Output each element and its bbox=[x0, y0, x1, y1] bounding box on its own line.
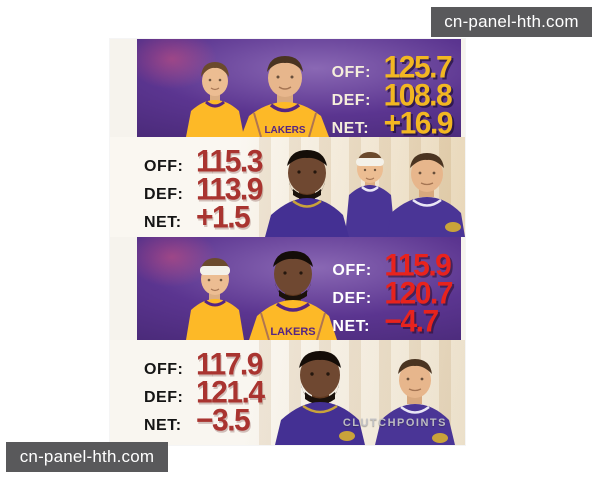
stat-label: OFF: bbox=[144, 158, 184, 175]
stat-row-net: NET: −4.7 bbox=[332, 304, 452, 339]
stat-row-off: OFF: 117.9 bbox=[144, 347, 264, 382]
player-austin-reaves bbox=[186, 258, 244, 340]
stat-value: 115.9 bbox=[384, 248, 451, 283]
stat-label: NET: bbox=[144, 214, 182, 231]
stat-label: DEF: bbox=[144, 389, 184, 406]
player-photo-reaves-doncic: LAKERS bbox=[186, 56, 329, 137]
panel-reaves-doncic-gold: LAKERS OFF: 125.7 DEF: 108.8 NET: +16.9 bbox=[137, 39, 461, 137]
player-luka-doncic: LAKERS bbox=[241, 56, 329, 137]
stat-row-def: DEF: 120.7 bbox=[332, 276, 453, 311]
stat-value: 117.9 bbox=[196, 347, 263, 382]
stat-row-net: NET: +1.5 bbox=[144, 200, 262, 235]
stat-row-def: DEF: 113.9 bbox=[144, 172, 263, 207]
panel-james-reaves-doncic-purple: OFF: 115.3 DEF: 113.9 NET: +1.5 bbox=[110, 137, 465, 237]
stat-row-net: NET: −3.5 bbox=[144, 403, 264, 438]
watermark-text: cn-panel-hth.com bbox=[19, 447, 155, 466]
lakers-ratings-collage: LAKERS OFF: 125.7 DEF: 108.8 NET: +16.9 bbox=[110, 39, 465, 445]
player-austin-reaves bbox=[345, 152, 395, 237]
jersey-text-lakers: LAKERS bbox=[264, 125, 305, 136]
player-lebron-james bbox=[275, 351, 365, 445]
stat-label: OFF: bbox=[144, 361, 184, 378]
jersey-sponsor-patch bbox=[339, 431, 355, 441]
jersey-text-lakers: LAKERS bbox=[270, 326, 315, 338]
jersey-sponsor-patch bbox=[432, 433, 448, 443]
stats-block-2: OFF: 115.3 DEF: 113.9 NET: +1.5 bbox=[144, 144, 263, 235]
stat-label: DEF: bbox=[144, 186, 184, 203]
player-luka-doncic bbox=[387, 153, 465, 237]
stat-label: DEF: bbox=[332, 290, 372, 307]
player-photo-reaves-james: LAKERS bbox=[186, 251, 337, 340]
stat-value: 115.3 bbox=[196, 144, 263, 179]
stat-value: 120.7 bbox=[384, 276, 453, 311]
stat-row-off: OFF: 115.9 bbox=[332, 248, 452, 283]
clutchpoints-watermark: CLUTCHPOINTS bbox=[342, 417, 447, 429]
stat-value: 125.7 bbox=[383, 50, 453, 85]
panel-james-doncic-purple: OFF: 117.9 DEF: 121.4 NET: −3.5 CLUTCHPO… bbox=[110, 340, 465, 445]
player-lebron-james bbox=[265, 150, 349, 237]
stat-value: 113.9 bbox=[196, 172, 263, 207]
stat-value: −3.5 bbox=[196, 403, 251, 438]
stat-label: OFF: bbox=[331, 64, 371, 81]
stats-block-4: OFF: 117.9 DEF: 121.4 NET: −3.5 bbox=[144, 347, 265, 438]
stat-label: OFF: bbox=[332, 262, 372, 279]
stat-label: NET: bbox=[331, 120, 370, 137]
stat-label: NET: bbox=[144, 417, 182, 434]
stat-value: +1.5 bbox=[196, 200, 251, 235]
stat-label: NET: bbox=[332, 318, 370, 335]
stat-row-off: OFF: 115.3 bbox=[144, 144, 263, 179]
stat-row-def: DEF: 108.8 bbox=[331, 78, 453, 113]
stat-row-net: NET: +16.9 bbox=[331, 106, 454, 137]
watermark-bottom-left: cn-panel-hth.com bbox=[6, 442, 168, 472]
stats-block-3: OFF: 115.9 DEF: 120.7 NET: −4.7 bbox=[332, 248, 453, 339]
stat-value: 121.4 bbox=[196, 375, 265, 410]
watermark-top-right: cn-panel-hth.com bbox=[431, 7, 592, 37]
stat-row-def: DEF: 121.4 bbox=[144, 375, 265, 410]
stats-block-1: OFF: 125.7 DEF: 108.8 NET: +16.9 bbox=[331, 50, 454, 137]
player-austin-reaves bbox=[186, 62, 244, 137]
stat-value: 108.8 bbox=[383, 78, 453, 113]
player-luka-doncic bbox=[375, 359, 455, 445]
stat-value: −4.7 bbox=[384, 304, 439, 339]
player-lebron-james: LAKERS bbox=[249, 251, 337, 340]
jersey-sponsor-patch bbox=[445, 222, 461, 232]
panel-reaves-james-gold: LAKERS OFF: 115.9 DEF: 120.7 NET: −4.7 bbox=[137, 237, 461, 340]
stat-value: +16.9 bbox=[383, 106, 454, 137]
player-photo-james-doncic bbox=[275, 351, 455, 445]
stat-row-off: OFF: 125.7 bbox=[331, 50, 453, 85]
player-photo-james-reaves-doncic bbox=[265, 150, 465, 237]
stat-label: DEF: bbox=[331, 92, 371, 109]
watermark-text: cn-panel-hth.com bbox=[444, 12, 579, 31]
